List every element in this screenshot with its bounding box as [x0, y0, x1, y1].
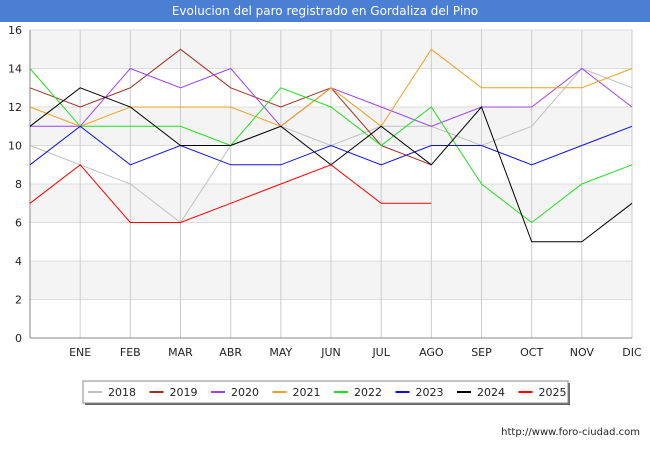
- x-tick-label: JUN: [320, 346, 341, 359]
- legend-label-2024: 2024: [477, 386, 505, 399]
- y-tick-label: 12: [8, 101, 22, 114]
- series-line-2019: [29, 48, 432, 166]
- x-tick-label: OCT: [520, 346, 543, 359]
- x-tick-label: NOV: [570, 346, 595, 359]
- chart-title: Evolucion del paro registrado en Gordali…: [0, 0, 650, 22]
- legend: [82, 380, 569, 404]
- legend-label-2018: 2018: [108, 386, 136, 399]
- series-line-2025: [29, 164, 432, 223]
- series-line-2022: [29, 68, 633, 224]
- series-line-2023: [29, 125, 633, 166]
- x-tick-label: FEB: [120, 346, 141, 359]
- legend-label-2021: 2021: [293, 386, 321, 399]
- legend-label-2025: 2025: [539, 386, 567, 399]
- legend-label-2022: 2022: [354, 386, 382, 399]
- x-tick-label: JUL: [371, 346, 390, 359]
- y-tick-label: 2: [15, 294, 22, 307]
- y-tick-label: 14: [8, 63, 22, 76]
- y-tick-label: 8: [15, 178, 22, 191]
- y-tick-label: 0: [15, 332, 22, 345]
- y-tick-label: 4: [15, 255, 22, 268]
- x-tick-label: ABR: [219, 346, 242, 359]
- y-tick-label: 10: [8, 140, 22, 153]
- x-tick-label: DIC: [622, 346, 642, 359]
- y-tick-label: 16: [8, 24, 22, 37]
- x-tick-label: AGO: [419, 346, 444, 359]
- legend-label-2023: 2023: [416, 386, 444, 399]
- x-tick-label: MAR: [168, 346, 193, 359]
- legend-label-2019: 2019: [170, 386, 198, 399]
- y-tick-label: 6: [15, 217, 22, 230]
- x-tick-label: MAY: [269, 346, 292, 359]
- x-tick-label: ENE: [69, 346, 91, 359]
- source-url: http://www.foro-ciudad.com: [501, 427, 640, 438]
- legend-label-2020: 2020: [231, 386, 259, 399]
- x-tick-label: SEP: [471, 346, 492, 359]
